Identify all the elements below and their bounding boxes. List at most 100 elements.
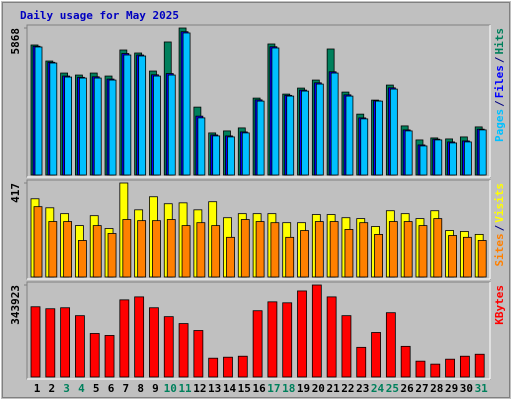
x-tick-label: 3 bbox=[63, 382, 70, 395]
bar bbox=[300, 230, 309, 278]
bar bbox=[404, 130, 413, 176]
bar bbox=[223, 356, 233, 378]
bar bbox=[163, 316, 174, 378]
bar bbox=[330, 72, 339, 176]
x-tick-label: 13 bbox=[208, 382, 221, 395]
legend-entry: Hits bbox=[493, 28, 506, 55]
bar bbox=[255, 221, 265, 278]
bar bbox=[374, 233, 383, 278]
x-tick-label: 29 bbox=[445, 382, 458, 395]
bar bbox=[341, 315, 352, 378]
x-tick-label: 25 bbox=[386, 382, 399, 395]
bar bbox=[240, 219, 250, 278]
bar bbox=[315, 83, 324, 176]
bar bbox=[326, 296, 337, 378]
bar bbox=[345, 95, 354, 176]
bar bbox=[89, 333, 100, 378]
bar bbox=[123, 54, 132, 176]
bar bbox=[153, 75, 161, 176]
bar bbox=[418, 225, 428, 278]
bar bbox=[477, 240, 487, 278]
legend-separator: / bbox=[493, 56, 506, 63]
bar bbox=[252, 310, 263, 378]
bar bbox=[301, 90, 309, 176]
bar bbox=[64, 76, 73, 176]
bar bbox=[419, 145, 428, 176]
x-tick-label: 2 bbox=[48, 382, 55, 395]
bar bbox=[286, 95, 295, 176]
bar bbox=[344, 229, 354, 278]
bar bbox=[388, 221, 398, 278]
bar bbox=[463, 141, 472, 176]
bar bbox=[448, 235, 457, 278]
bar bbox=[108, 79, 117, 176]
x-tick-label: 27 bbox=[415, 382, 428, 395]
legend-entry: Pages bbox=[493, 109, 506, 142]
x-tick-label: 9 bbox=[152, 382, 159, 395]
bar bbox=[149, 307, 159, 378]
legend: KBytes bbox=[493, 285, 506, 325]
x-tick-label: 22 bbox=[341, 382, 354, 395]
bar bbox=[462, 236, 472, 278]
bar bbox=[256, 100, 265, 176]
bar bbox=[375, 100, 383, 176]
bar bbox=[138, 55, 147, 176]
bar bbox=[360, 118, 369, 176]
bar bbox=[474, 353, 485, 378]
bar bbox=[212, 135, 221, 176]
bar bbox=[45, 308, 56, 378]
x-tick-label: 30 bbox=[460, 382, 473, 395]
bar bbox=[329, 221, 339, 278]
x-tick-label: 11 bbox=[178, 382, 192, 395]
bar bbox=[196, 222, 206, 278]
bar bbox=[270, 222, 280, 278]
x-tick-label: 18 bbox=[282, 382, 295, 395]
x-tick-label: 31 bbox=[475, 382, 489, 395]
bar bbox=[49, 62, 58, 176]
bar bbox=[271, 47, 280, 176]
bar bbox=[227, 136, 235, 176]
x-tick-label: 8 bbox=[137, 382, 144, 395]
bar bbox=[371, 332, 381, 378]
bar bbox=[92, 225, 102, 278]
bar bbox=[237, 355, 248, 378]
bar bbox=[459, 355, 470, 378]
bar bbox=[478, 129, 487, 176]
x-tick-label: 4 bbox=[78, 382, 85, 395]
x-tick-label: 6 bbox=[108, 382, 115, 395]
bar bbox=[400, 345, 411, 378]
bar bbox=[359, 222, 369, 278]
bar bbox=[48, 221, 58, 278]
bar bbox=[434, 139, 443, 176]
x-tick-label: 20 bbox=[312, 382, 325, 395]
bar bbox=[445, 358, 455, 378]
x-tick-label: 26 bbox=[401, 382, 415, 395]
bar bbox=[415, 360, 426, 378]
y-tick-label: 343923 bbox=[9, 285, 22, 325]
x-tick-label: 14 bbox=[223, 382, 237, 395]
x-tick-label: 5 bbox=[93, 382, 100, 395]
x-tick-label: 17 bbox=[267, 382, 280, 395]
bar bbox=[430, 363, 441, 378]
legend-entry: KBytes bbox=[493, 285, 506, 325]
bar bbox=[63, 221, 73, 278]
x-tick-label: 19 bbox=[297, 382, 310, 395]
legend-entry: Visits bbox=[493, 183, 506, 223]
bar bbox=[79, 77, 87, 176]
legend: Pages/Files/Hits bbox=[493, 28, 506, 142]
bar bbox=[197, 117, 206, 176]
bar bbox=[30, 306, 41, 378]
legend-entry: Files bbox=[493, 65, 506, 98]
bar bbox=[104, 335, 115, 378]
bar bbox=[182, 32, 191, 176]
bar bbox=[78, 240, 87, 278]
bar bbox=[285, 236, 295, 278]
bar bbox=[122, 219, 132, 278]
bar bbox=[267, 301, 278, 378]
bar bbox=[449, 142, 457, 176]
bar bbox=[211, 225, 221, 278]
x-tick-label: 24 bbox=[371, 382, 385, 395]
chart-title: Daily usage for May 2025 bbox=[20, 9, 179, 22]
bar bbox=[385, 312, 396, 378]
